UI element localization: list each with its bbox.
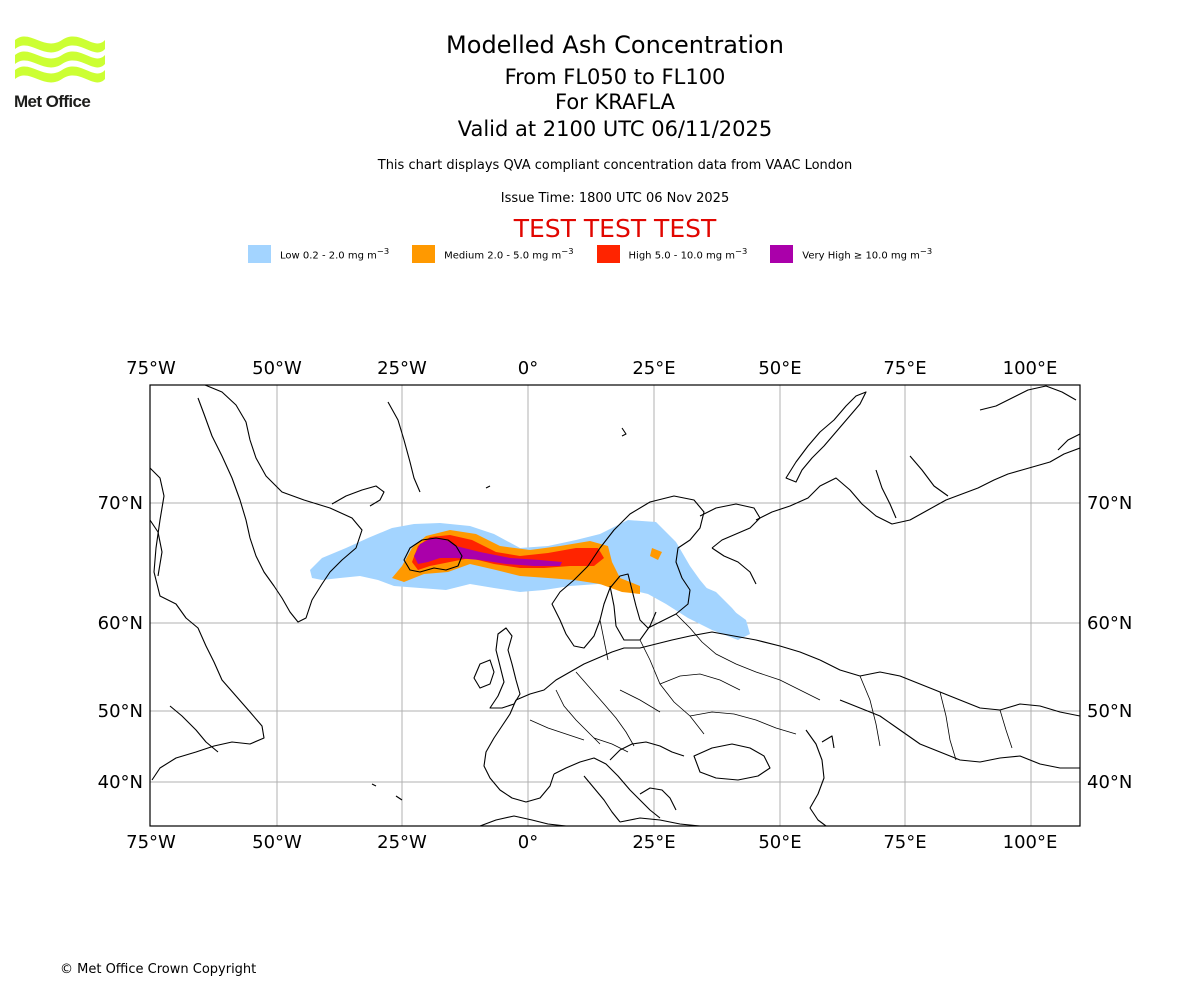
lon-labels-top: 75°W 50°W 25°W 0° 25°E 50°E 75°E 100°E (126, 358, 1057, 379)
legend-item-medium: Medium 2.0 - 5.0 mg m−3 (412, 245, 596, 263)
legend-item-high: High 5.0 - 10.0 mg m−3 (596, 245, 771, 263)
qva-compliance-note: This chart displays QVA compliant concen… (377, 158, 853, 173)
issue-time: Issue Time: 1800 UTC 06 Nov 2025 (500, 191, 730, 206)
lon-labels-bottom: 75°W 50°W 25°W 0° 25°E 50°E 75°E 100°E (126, 832, 1057, 853)
lon-label-bottom: 25°W (377, 832, 427, 853)
concentration-legend: Low 0.2 - 2.0 mg m−3 Medium 2.0 - 5.0 mg… (248, 244, 955, 264)
lon-label-top: 75°E (883, 358, 926, 379)
chart-title: Modelled Ash Concentration (446, 31, 784, 59)
lat-labels-right: 70°N 60°N 50°N 40°N (1087, 493, 1132, 793)
flight-level-range: From FL050 to FL100 (504, 65, 726, 89)
lat-label-right: 60°N (1087, 613, 1132, 634)
legend-label-low: Low 0.2 - 2.0 mg m−3 (280, 246, 390, 262)
test-banner: TEST TEST TEST (513, 214, 717, 243)
lon-label-top: 25°E (632, 358, 675, 379)
lon-label-top: 25°W (377, 358, 427, 379)
lon-label-top: 100°E (1003, 358, 1058, 379)
legend-swatch-low (248, 245, 271, 263)
lon-label-bottom: 100°E (1003, 832, 1058, 853)
lat-label-left: 40°N (98, 772, 143, 793)
legend-label-high: High 5.0 - 10.0 mg m−3 (628, 246, 748, 262)
lon-label-bottom: 75°W (126, 832, 176, 853)
lon-label-bottom: 0° (518, 832, 538, 853)
volcano-name: For KRAFLA (555, 90, 675, 114)
lon-label-top: 50°E (758, 358, 801, 379)
lon-label-top: 0° (518, 358, 538, 379)
lon-label-bottom: 75°E (883, 832, 926, 853)
lat-label-right: 70°N (1087, 493, 1132, 514)
legend-swatch-medium (412, 245, 436, 263)
legend-swatch-very-high (770, 245, 794, 263)
lat-label-right: 40°N (1087, 772, 1132, 793)
lon-label-bottom: 25°E (632, 832, 675, 853)
coastlines (150, 385, 1080, 826)
lat-label-left: 60°N (98, 613, 143, 634)
lat-label-left: 50°N (98, 701, 143, 722)
legend-item-low: Low 0.2 - 2.0 mg m−3 (248, 245, 412, 263)
lat-labels-left: 70°N 60°N 50°N 40°N (98, 493, 143, 793)
country-borders (529, 613, 1013, 761)
ash-high-concentration (412, 535, 604, 570)
met-office-logo-text: Met Office (14, 92, 91, 111)
lon-label-top: 50°W (252, 358, 302, 379)
lat-label-left: 70°N (98, 493, 143, 514)
lon-label-top: 75°W (126, 358, 176, 379)
ash-very-high-concentration (414, 538, 562, 566)
legend-item-very-high: Very High ≥ 10.0 mg m−3 (770, 245, 955, 263)
met-office-wave-logo-icon (15, 36, 105, 83)
copyright-notice: © Met Office Crown Copyright (60, 962, 257, 977)
lon-label-bottom: 50°W (252, 832, 302, 853)
gridlines (150, 385, 1080, 826)
lat-label-right: 50°N (1087, 701, 1132, 722)
legend-swatch-high (596, 245, 620, 263)
map-frame (149, 384, 1081, 827)
legend-label-very-high: Very High ≥ 10.0 mg m−3 (802, 246, 933, 262)
legend-label-medium: Medium 2.0 - 5.0 mg m−3 (444, 246, 574, 262)
lon-label-bottom: 50°E (758, 832, 801, 853)
met-office-logo: Met Office (14, 30, 110, 112)
valid-time: Valid at 2100 UTC 06/11/2025 (457, 117, 773, 141)
